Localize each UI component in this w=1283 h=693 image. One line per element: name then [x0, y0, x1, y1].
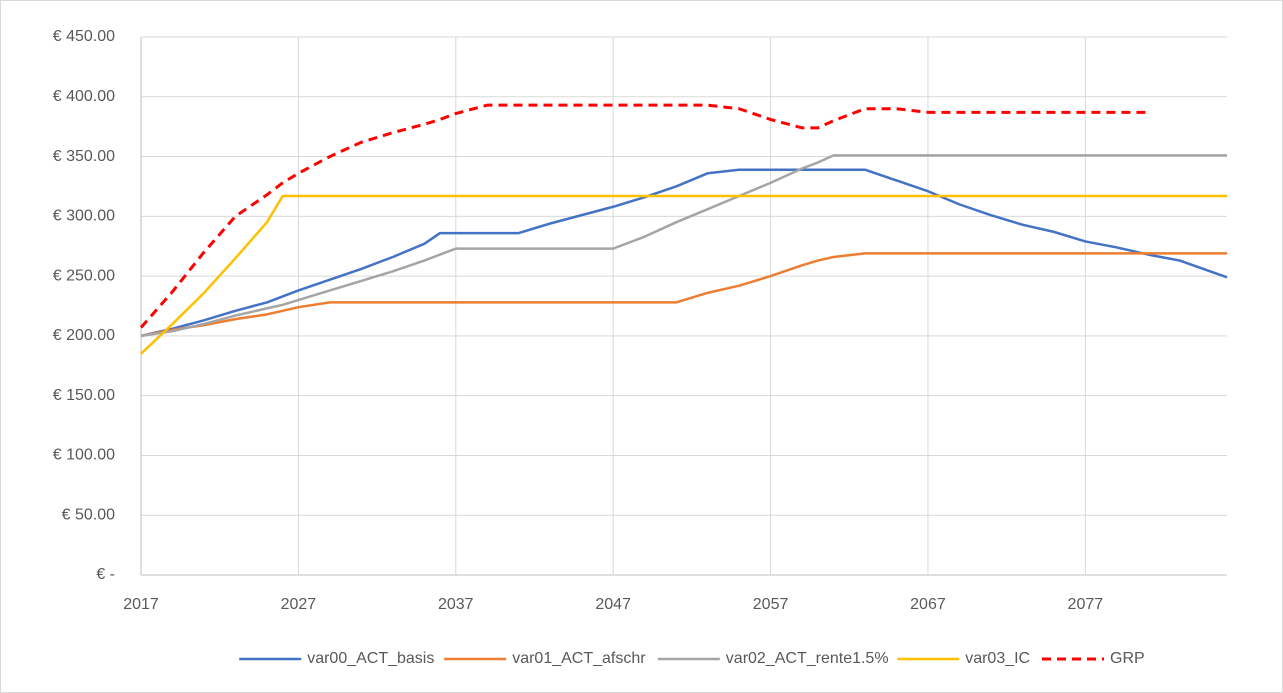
series-line: [140, 194, 1227, 355]
series-line: [139, 103, 1149, 329]
x-tick-label: 2037: [438, 596, 474, 613]
legend-label: GRP: [1110, 650, 1145, 667]
x-tick-label: 2077: [1068, 596, 1104, 613]
y-tick-label: € 450.00: [53, 28, 115, 45]
x-tick-label: 2027: [281, 596, 317, 613]
y-tick-label: € 100.00: [53, 447, 115, 464]
x-tick-label: 2057: [753, 596, 789, 613]
series-line: [140, 252, 1227, 338]
x-tick-label: 2017: [123, 596, 159, 613]
y-tick-label: € 350.00: [53, 148, 115, 165]
y-tick-label: € 150.00: [53, 387, 115, 404]
y-tick-label: € 400.00: [53, 88, 115, 105]
y-tick-label: € 50.00: [62, 506, 115, 523]
y-tick-label: € 300.00: [53, 208, 115, 225]
legend-label: var03_IC: [965, 650, 1030, 667]
series-line: [140, 168, 1228, 338]
legend-label: var02_ACT_rente1.5%: [726, 650, 889, 667]
legend-label: var00_ACT_basis: [307, 650, 434, 667]
y-tick-label: € 250.00: [53, 267, 115, 284]
y-tick-label: € -: [96, 566, 115, 583]
x-tick-label: 2047: [595, 596, 631, 613]
x-tick-label: 2067: [910, 596, 946, 613]
series-line: [140, 154, 1227, 338]
legend-label: var01_ACT_afschr: [512, 650, 646, 667]
y-tick-label: € 200.00: [53, 327, 115, 344]
